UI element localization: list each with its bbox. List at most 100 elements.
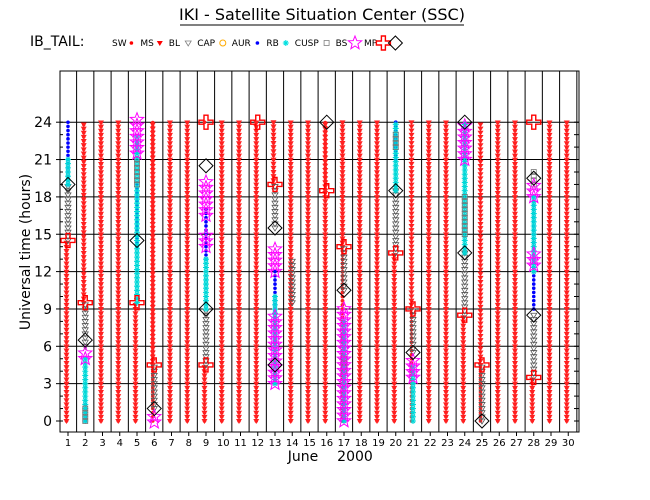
ms-mark — [184, 340, 191, 346]
x-axis-month: June — [287, 449, 319, 465]
ms-mark — [546, 365, 553, 371]
ms-mark — [167, 356, 173, 362]
ms-mark — [339, 174, 346, 180]
ms-mark — [425, 331, 432, 337]
ms-mark — [167, 132, 173, 138]
ms-mark — [356, 290, 363, 296]
bs-mark — [146, 413, 163, 430]
ms-mark — [80, 205, 87, 211]
ms-mark — [494, 153, 501, 159]
ms-mark — [115, 157, 122, 163]
ms-mark — [408, 294, 415, 300]
ms-mark — [184, 232, 191, 238]
ms-mark — [253, 257, 260, 263]
ms-mark — [512, 369, 518, 375]
ms-mark — [184, 149, 191, 155]
ms-mark — [563, 244, 570, 250]
ms-mark — [322, 365, 329, 371]
ms-mark — [287, 265, 294, 271]
rb-mark — [82, 368, 89, 375]
data-marks — [60, 111, 570, 430]
ms-mark — [63, 273, 70, 279]
ms-mark — [201, 389, 208, 395]
ms-mark — [460, 356, 467, 362]
rb-mark — [282, 40, 289, 46]
ms-mark — [201, 394, 208, 400]
x-tick-label: 7 — [168, 438, 174, 449]
ms-mark — [218, 406, 225, 412]
ms-mark — [425, 373, 432, 379]
rb-mark — [461, 237, 468, 244]
ms-mark — [563, 269, 570, 275]
ms-mark — [443, 414, 449, 420]
ms-mark — [494, 166, 501, 172]
ms-mark — [253, 215, 260, 221]
bs-mark — [128, 116, 146, 133]
rb-mark — [134, 216, 140, 223]
ms-mark — [443, 398, 449, 404]
ms-mark — [477, 284, 484, 290]
x-tick-label: 2 — [82, 438, 88, 449]
rb-mark — [203, 256, 209, 263]
ms-mark — [374, 402, 380, 408]
ms-mark — [115, 340, 122, 346]
x-tick-label: 29 — [545, 438, 558, 449]
ms-mark — [218, 307, 225, 313]
x-tick-label: 17 — [338, 438, 351, 449]
ms-mark — [167, 315, 173, 321]
bl-mark — [288, 263, 296, 270]
ms-mark — [391, 261, 398, 267]
bl-mark — [340, 275, 348, 282]
ms-mark — [546, 257, 553, 263]
ms-mark — [236, 190, 242, 196]
chart-title: IKI - Satellite Situation Center (SSC) — [179, 5, 465, 24]
ms-mark — [167, 273, 173, 279]
ms-mark — [443, 228, 449, 234]
ms-mark — [63, 340, 70, 346]
ms-mark — [425, 161, 432, 167]
bl-mark — [461, 267, 469, 274]
ms-mark — [408, 261, 415, 267]
ms-mark — [149, 288, 156, 294]
ms-mark — [149, 151, 156, 157]
ms-mark — [494, 178, 501, 184]
bl-mark — [64, 221, 72, 228]
bl-mark — [202, 350, 210, 357]
ms-mark — [184, 203, 191, 209]
bl-mark — [392, 217, 400, 224]
legend-label: BL — [169, 39, 180, 49]
ms-mark — [443, 406, 449, 412]
ms-mark — [460, 377, 467, 383]
ms-mark — [477, 201, 484, 207]
rb-mark — [134, 237, 140, 244]
ms-mark — [563, 398, 570, 404]
ms-mark — [477, 246, 484, 252]
rb-mark — [410, 380, 416, 387]
ms-mark — [63, 344, 70, 350]
ms-mark — [167, 294, 173, 300]
ms-mark — [305, 360, 311, 366]
rb-mark — [461, 183, 468, 190]
ms-mark — [494, 340, 501, 346]
ms-mark — [253, 244, 260, 250]
ms-mark — [287, 348, 294, 354]
ms-mark — [63, 410, 70, 416]
ms-mark — [477, 222, 484, 228]
ms-mark — [115, 224, 122, 230]
ms-mark — [425, 336, 432, 342]
ms-mark — [115, 385, 122, 391]
ms-mark — [305, 219, 311, 225]
ms-mark — [287, 278, 294, 284]
ms-mark — [184, 166, 191, 172]
ms-mark — [529, 402, 536, 408]
ms-mark — [494, 269, 501, 275]
bl-mark — [478, 393, 486, 400]
ms-mark — [374, 149, 380, 155]
ms-mark — [443, 410, 449, 416]
bs-mark — [456, 151, 473, 167]
ms-mark — [80, 288, 87, 294]
ms-mark — [305, 207, 311, 213]
ms-mark — [356, 336, 363, 342]
ms-mark — [115, 132, 122, 138]
rb-mark — [134, 270, 140, 277]
